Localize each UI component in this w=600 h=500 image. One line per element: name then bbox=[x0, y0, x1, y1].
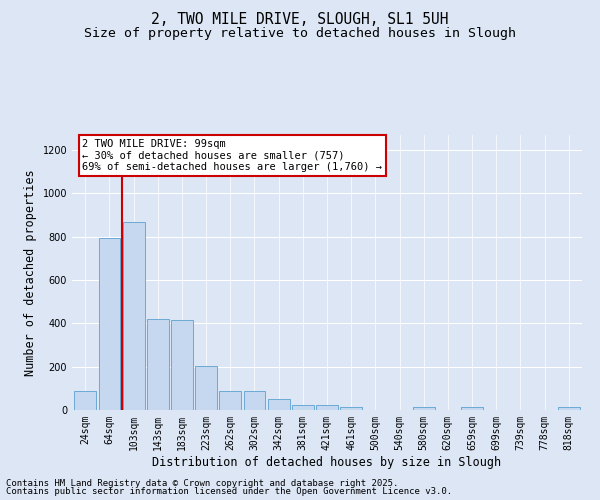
Text: Contains HM Land Registry data © Crown copyright and database right 2025.: Contains HM Land Registry data © Crown c… bbox=[6, 478, 398, 488]
Bar bbox=[171, 320, 193, 410]
Bar bbox=[292, 404, 314, 410]
Bar bbox=[74, 390, 96, 410]
Bar bbox=[220, 390, 241, 410]
Bar bbox=[268, 399, 290, 410]
Text: Size of property relative to detached houses in Slough: Size of property relative to detached ho… bbox=[84, 28, 516, 40]
Text: Contains public sector information licensed under the Open Government Licence v3: Contains public sector information licen… bbox=[6, 487, 452, 496]
Bar bbox=[123, 222, 145, 410]
Bar bbox=[147, 319, 169, 410]
Bar bbox=[558, 407, 580, 410]
Text: 2, TWO MILE DRIVE, SLOUGH, SL1 5UH: 2, TWO MILE DRIVE, SLOUGH, SL1 5UH bbox=[151, 12, 449, 28]
Bar bbox=[98, 238, 121, 410]
Bar bbox=[340, 407, 362, 410]
X-axis label: Distribution of detached houses by size in Slough: Distribution of detached houses by size … bbox=[152, 456, 502, 468]
Bar bbox=[413, 407, 434, 410]
Bar bbox=[316, 404, 338, 410]
Bar bbox=[461, 407, 483, 410]
Bar bbox=[195, 366, 217, 410]
Y-axis label: Number of detached properties: Number of detached properties bbox=[24, 169, 37, 376]
Text: 2 TWO MILE DRIVE: 99sqm
← 30% of detached houses are smaller (757)
69% of semi-d: 2 TWO MILE DRIVE: 99sqm ← 30% of detache… bbox=[82, 139, 382, 172]
Bar bbox=[244, 390, 265, 410]
